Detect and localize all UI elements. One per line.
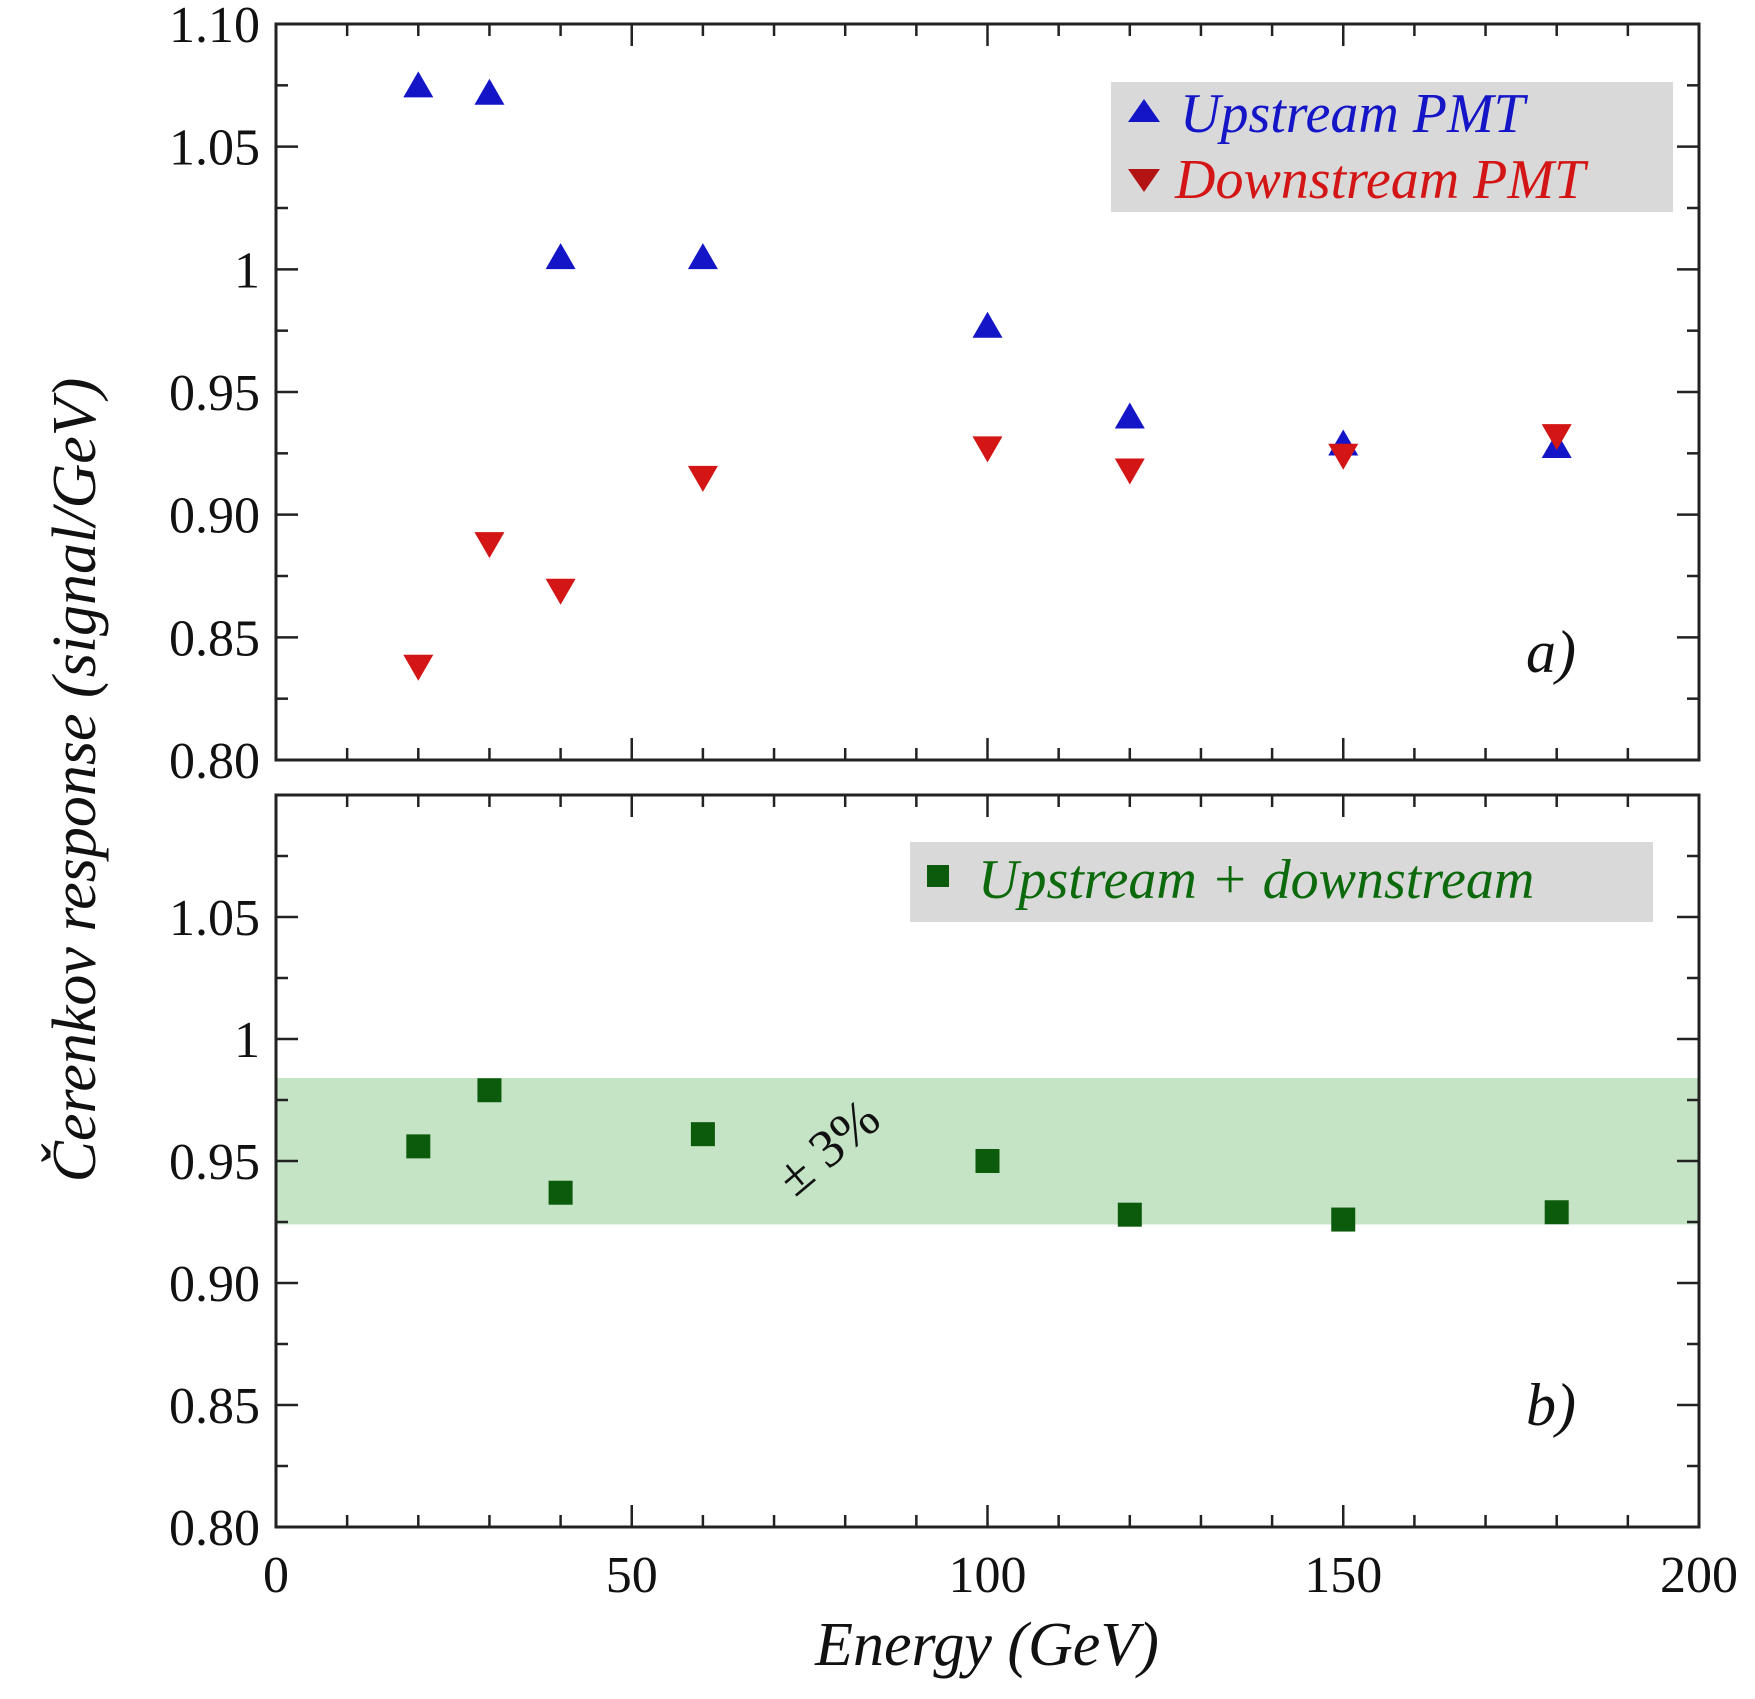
y-tick-label: 1 [234, 1012, 260, 1069]
legend-upstream-label: Upstream PMT [1180, 83, 1529, 145]
panel-b-legend-box [910, 842, 1653, 922]
upstream-point [474, 78, 505, 105]
legend-combined-marker-icon [927, 865, 949, 887]
x-tick-label: 150 [1304, 1547, 1382, 1604]
combined-point [548, 1180, 573, 1205]
panel-a-tag: a) [1526, 619, 1576, 685]
y-tick-label: 0.85 [169, 1378, 260, 1435]
panel-b-ticks: 0.80 0.85 0.90 0.95 1 1.05 [169, 793, 1701, 1557]
combined-point [1117, 1202, 1142, 1227]
combined-point [1331, 1207, 1356, 1232]
upstream-point [687, 243, 718, 270]
legend-combined-label: Upstream + downstream [978, 849, 1534, 911]
y-tick-label: 1 [234, 242, 260, 299]
panel-a-points [403, 71, 1572, 681]
combined-point [690, 1122, 715, 1147]
x-tick-label: 0 [263, 1547, 289, 1604]
x-tick-labels: 0 50 100 150 200 [263, 1547, 1738, 1604]
combined-point [975, 1149, 1000, 1173]
panel-b-legend: Upstream + downstream [910, 842, 1653, 922]
x-axis-title: Energy (GeV) [814, 1611, 1159, 1679]
downstream-point [1328, 443, 1359, 470]
combined-point [1544, 1200, 1569, 1225]
upstream-point [972, 311, 1003, 338]
y-tick-label: 0.90 [169, 488, 260, 545]
upstream-point [403, 71, 434, 98]
y-tick-label: 0.80 [169, 1500, 260, 1557]
y-tick-label: 0.95 [169, 1134, 260, 1191]
legend-downstream-marker-icon [1128, 169, 1160, 192]
panel-b: 0.80 0.85 0.90 0.95 1 1.05 Upstream + downstr… [169, 793, 1701, 1557]
x-tick-label: 50 [606, 1547, 658, 1604]
downstream-point [1114, 458, 1145, 485]
y-tick-label: 0.80 [169, 733, 260, 790]
panel-a: 0.80 0.85 0.90 0.95 1 1.05 1.10 Upstream PMT D… [169, 0, 1701, 790]
panel-a-legend: Upstream PMT Downstream PMT [1111, 82, 1673, 212]
downstream-point [474, 532, 505, 559]
downstream-point [972, 436, 1003, 463]
combined-point [477, 1078, 502, 1103]
y-tick-label: 0.95 [169, 365, 260, 422]
downstream-point [403, 654, 434, 681]
panel-a-legend-box [1111, 82, 1673, 212]
panel-b-tag: b) [1526, 1372, 1576, 1438]
y-tick-label: 1.05 [169, 890, 260, 947]
panel-a-ticks: 0.80 0.85 0.90 0.95 1 1.05 1.10 [169, 0, 1701, 790]
y-tick-label: 0.85 [169, 610, 260, 667]
x-tick-label: 100 [949, 1547, 1027, 1604]
y-tick-label: 0.90 [169, 1256, 260, 1313]
y-axis-title: Čerenkov response (signal/GeV) [41, 378, 109, 1183]
upstream-point [545, 243, 576, 270]
downstream-point [687, 465, 718, 492]
panel-b-points [406, 1078, 1569, 1232]
downstream-point [1541, 424, 1572, 451]
legend-upstream-marker-icon [1128, 99, 1160, 122]
y-tick-label: 1.05 [169, 120, 260, 177]
combined-point [406, 1134, 431, 1159]
upstream-point [1114, 402, 1145, 429]
legend-downstream-label: Downstream PMT [1174, 149, 1589, 211]
downstream-point [545, 578, 576, 605]
y-tick-label: 1.10 [169, 0, 260, 54]
x-tick-label: 200 [1660, 1547, 1738, 1604]
